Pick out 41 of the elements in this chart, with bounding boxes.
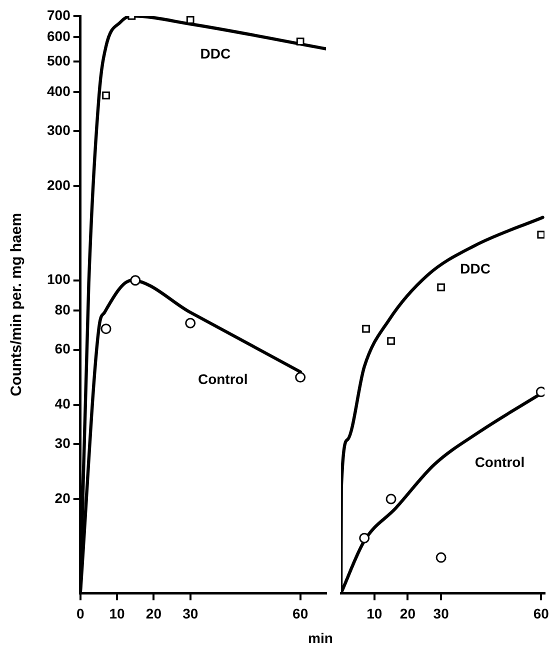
point [387,337,395,345]
point [185,318,196,328]
point [295,372,306,383]
y-tick-label: 500 [47,52,71,69]
x-tick-label: 10 [109,605,126,622]
y-tick-label: 20 [54,490,71,506]
point [359,532,370,544]
x-axis-title: min [308,630,333,646]
point [130,275,141,286]
point [362,324,370,333]
point [436,552,446,563]
y-tick-label: 400 [47,82,71,99]
x-tick-label: 10 [366,605,382,622]
y-tick-label: 600 [47,28,71,44]
point [102,92,110,100]
x-tick-label: 20 [400,605,416,622]
x-tick-label: 60 [533,605,550,622]
y-tick-label: 200 [47,177,71,194]
series-label: Control [474,454,525,470]
point [296,38,304,46]
point [100,324,112,334]
y-tick-label: 60 [54,340,71,357]
point [386,494,396,504]
x-tick-label: 30 [433,605,450,622]
point [437,283,445,292]
point [186,16,194,24]
x-tick-label: 0 [76,605,84,622]
series-label: Control [198,370,248,387]
x-tick-label: 20 [146,605,162,622]
series-label: DDC [460,260,490,276]
y-tick-label: 30 [54,434,71,451]
y-tick-label: 300 [47,122,71,138]
y-axis-title: Counts/min per. mg haem [8,212,26,396]
y-tick-label: 700 [47,6,71,23]
x-tick-label: 30 [182,605,198,622]
x-tick-label: 60 [292,605,308,622]
y-tick-label: 40 [54,396,71,412]
y-tick-label: 80 [54,302,71,318]
y-tick-label: 100 [47,271,71,288]
point [537,230,544,239]
series-label: DDC [200,45,231,62]
